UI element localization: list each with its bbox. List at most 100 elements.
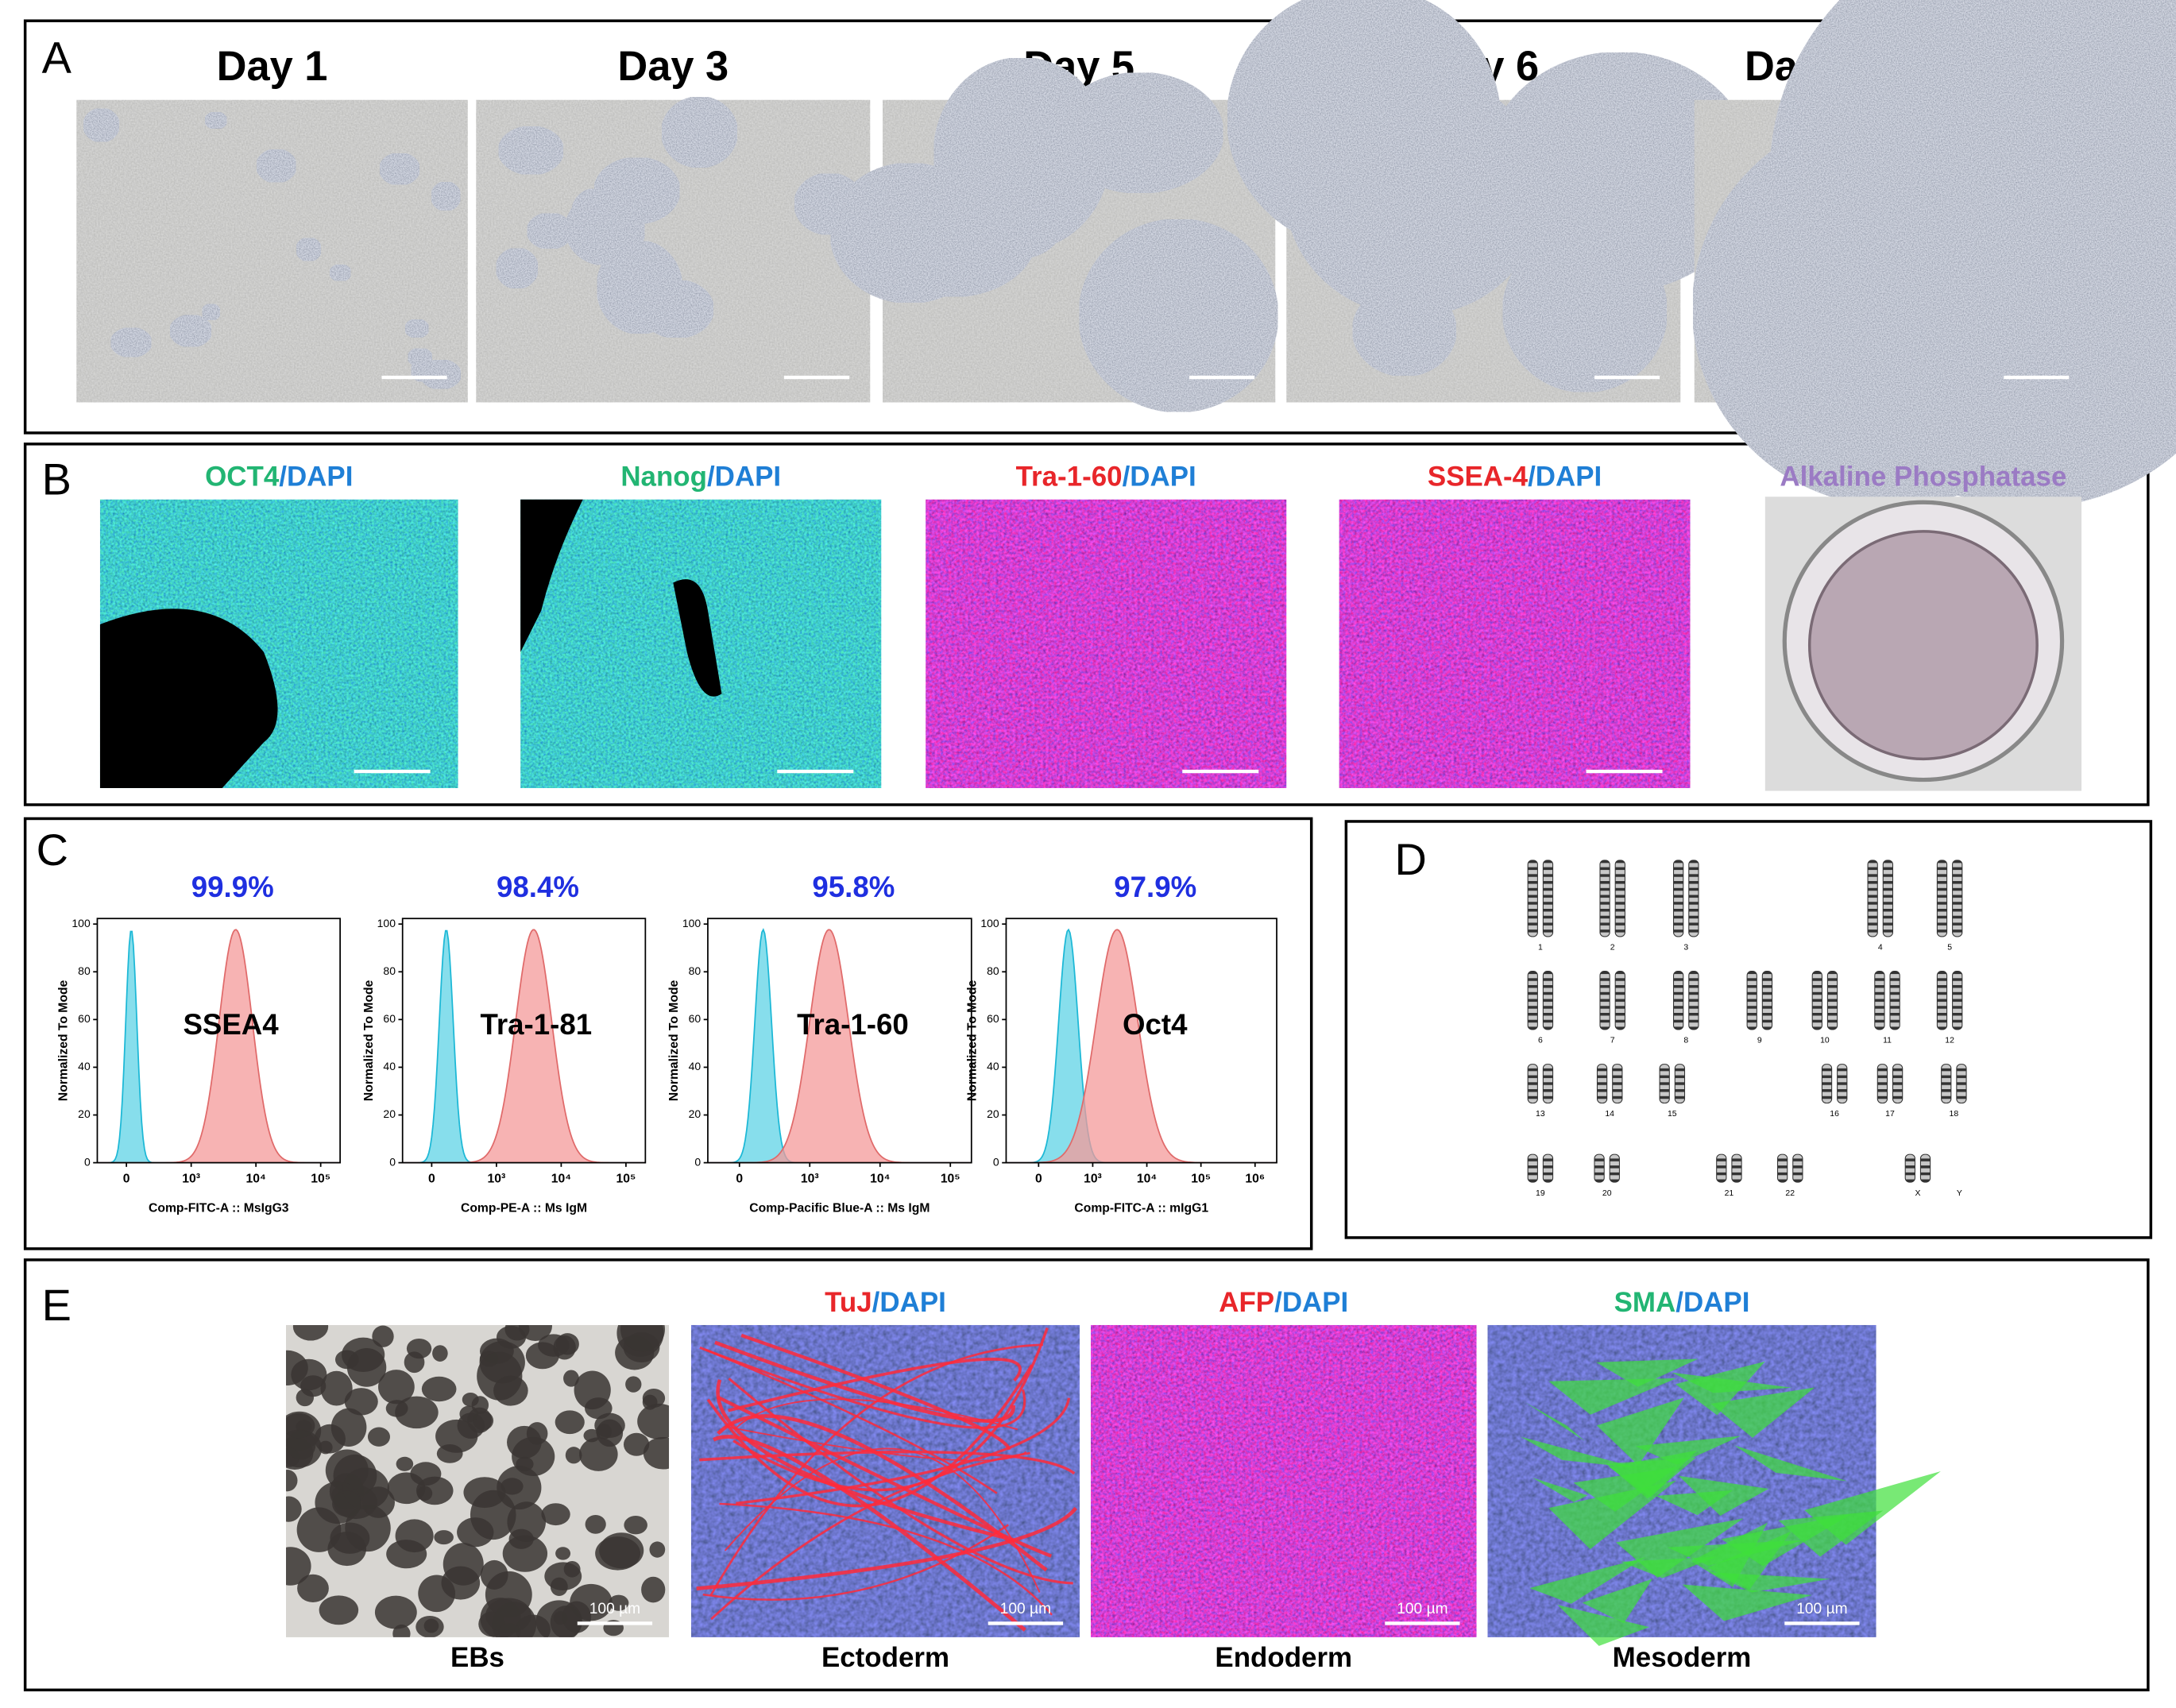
void (99, 609, 278, 789)
fiber (1529, 1556, 1646, 1604)
neurite (699, 1450, 1076, 1475)
panel-b-frame (23, 442, 2150, 806)
embryoid-body (367, 1427, 390, 1447)
fiber (1548, 1378, 1677, 1415)
histogram-label: Tra-1-60 (797, 1008, 909, 1041)
fiber (1520, 1436, 1640, 1469)
chromosome-pair (1659, 1064, 1686, 1104)
x-tick-label: 10⁵ (941, 1173, 960, 1186)
x-tick-label: 0 (123, 1173, 130, 1186)
colony (204, 111, 228, 130)
neurite (736, 1397, 1071, 1505)
chromosome (1941, 1064, 1952, 1104)
y-tick-label: 0 (993, 1155, 999, 1168)
y-tick-label: 20 (689, 1107, 701, 1120)
chromosome-label: 8 (1683, 1037, 1688, 1045)
histogram-label: SSEA4 (183, 1008, 279, 1041)
chromosome (1542, 1064, 1554, 1104)
colony (168, 314, 213, 348)
x-tick-label: 10³ (182, 1173, 200, 1186)
embryoid-body (374, 1595, 417, 1629)
image-caption: Mesoderm (1613, 1642, 1752, 1673)
x-tick-label: 0 (428, 1173, 435, 1186)
x-axis-label: Comp-FITC-A :: mIgG1 (1074, 1201, 1208, 1215)
embryoid-body (579, 1437, 618, 1471)
y-tick-label: 40 (689, 1060, 701, 1072)
chromosome-label: 17 (1885, 1110, 1895, 1119)
y-tick-label: 20 (78, 1107, 91, 1120)
y-tick-label: 40 (987, 1060, 999, 1072)
stained-cells (1807, 530, 2039, 761)
chromosome (1731, 1153, 1742, 1183)
chromosome-pair (1746, 971, 1773, 1030)
x-tick-label: 0 (1035, 1173, 1042, 1186)
fiber (1532, 1478, 1588, 1502)
chromosome-pair (1673, 860, 1699, 937)
title-part: /DAPI (872, 1287, 946, 1318)
chromosome-label: 2 (1610, 944, 1615, 953)
micrograph (76, 99, 468, 403)
embryoid-body (297, 1574, 329, 1602)
title-part: Nanog (620, 462, 707, 493)
chromosome (1837, 1064, 1848, 1104)
chromosome-label: 13 (1536, 1110, 1545, 1119)
embryoid-body (526, 1422, 548, 1445)
chromosome (1599, 860, 1610, 937)
chromosome (1821, 1064, 1833, 1104)
chromosome-pair (1941, 1064, 1967, 1104)
embryoid-body (480, 1559, 508, 1590)
y-axis-label: Normalized To Mode (57, 980, 71, 1101)
chromosome (1811, 971, 1822, 1030)
colony (407, 347, 434, 368)
fiber (1548, 1480, 1676, 1550)
chromosome-pair (1936, 860, 1963, 937)
embryoid-body (385, 1400, 408, 1417)
title-part: OCT4 (205, 462, 280, 493)
chromosome (1542, 860, 1554, 937)
chromosome-pair (1821, 1064, 1848, 1104)
embryoid-body (459, 1405, 479, 1423)
chromosome (1761, 971, 1773, 1030)
chromosome-pair (1904, 1153, 1931, 1183)
embryoid-body (320, 1370, 353, 1406)
chromosome-pair (1876, 1064, 1904, 1104)
panel-label: E (42, 1280, 72, 1330)
chromosome (1936, 971, 1948, 1030)
x-tick-label: 10⁴ (551, 1173, 571, 1186)
y-tick-label: 80 (689, 964, 701, 977)
y-tick-label: 60 (987, 1012, 999, 1025)
chromosome (1596, 1064, 1608, 1104)
chromosome-pair (1716, 1153, 1742, 1183)
percent: 98.4% (497, 871, 579, 903)
embryoid-body (625, 1376, 642, 1393)
y-tick-label: 60 (383, 1012, 396, 1025)
chromosome (1826, 971, 1838, 1030)
colony (110, 327, 153, 358)
fiber (1667, 1540, 1807, 1566)
embryoid-body (555, 1410, 585, 1435)
scale-bar-label: 100 µm (1000, 1601, 1051, 1617)
chromosome (1527, 860, 1538, 937)
image-title: Tra-1-60/DAPI (1016, 462, 1196, 493)
colony (1078, 218, 1279, 413)
micrograph (690, 1324, 1080, 1637)
micrograph (476, 95, 871, 403)
chromosome (1688, 971, 1699, 1030)
micrograph (829, 56, 1279, 413)
embryoid-body (565, 1447, 582, 1464)
image-title: Day 3 (617, 44, 729, 90)
image-title: TuJ/DAPI (825, 1287, 946, 1318)
embryoid-body (574, 1370, 611, 1410)
percent: 99.9% (191, 871, 274, 903)
colony (419, 359, 462, 390)
panel-c-frame (23, 817, 1313, 1250)
micrograph (1339, 499, 1691, 789)
chromosome-label: Y (1957, 1189, 1962, 1198)
embryoid-body (555, 1547, 571, 1560)
title-part: SMA (1614, 1287, 1676, 1318)
chromosome (1673, 971, 1684, 1030)
chromosome-label: 10 (1820, 1037, 1830, 1045)
colony (639, 279, 715, 339)
embryoid-body (470, 1490, 516, 1540)
embryoid-bodies (285, 1324, 670, 1637)
